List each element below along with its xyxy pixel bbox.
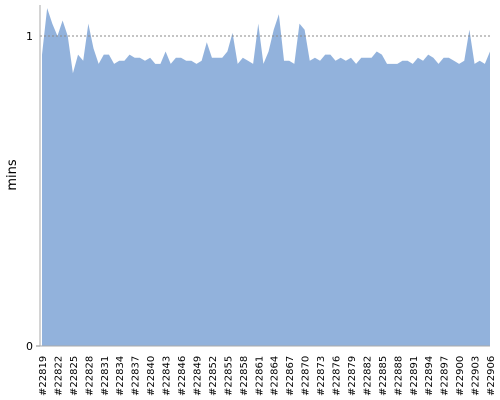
x-tick-label: #22888 [393,356,404,396]
x-tick-label: #22861 [254,356,265,396]
x-tick-label: #22855 [223,356,234,396]
x-tick-label: #22885 [378,356,389,396]
x-tick-label: #22822 [53,356,64,396]
x-tick-label: #22900 [455,356,466,396]
x-tick-label: #22867 [285,356,296,396]
x-tick-label: #22819 [38,356,49,396]
x-tick-label: #22903 [471,356,482,396]
x-tick-label: #22897 [440,356,451,396]
x-tick-label: #22834 [115,356,126,396]
x-tick-label: #22840 [146,356,157,396]
x-tick-label: #22831 [100,356,111,396]
x-tick-label: #22894 [424,356,435,396]
area [42,8,490,346]
x-tick-label: #22846 [177,356,188,396]
x-tick-label: #22843 [162,356,173,396]
y-tick-label: 0 [26,340,33,353]
y-tick-label: 1 [26,30,33,43]
x-tick-label: #22825 [69,356,80,396]
x-tick-label: #22852 [208,356,219,396]
x-tick-label: #22864 [270,356,281,396]
x-tick-label: #22876 [332,356,343,396]
x-tick-label: #22870 [301,356,312,396]
x-tick-label: #22849 [192,356,203,396]
x-tick-label: #22906 [486,356,497,396]
x-tick-label: #22858 [239,356,250,396]
x-tick-label: #22828 [84,356,95,396]
x-tick-label: #22837 [131,356,142,396]
y-axis-label: mins [5,159,20,191]
x-tick-label: #22882 [362,356,373,396]
x-tick-label: #22879 [347,356,358,396]
x-tick-label: #22891 [409,356,420,396]
x-tick-label: #22873 [316,356,327,396]
